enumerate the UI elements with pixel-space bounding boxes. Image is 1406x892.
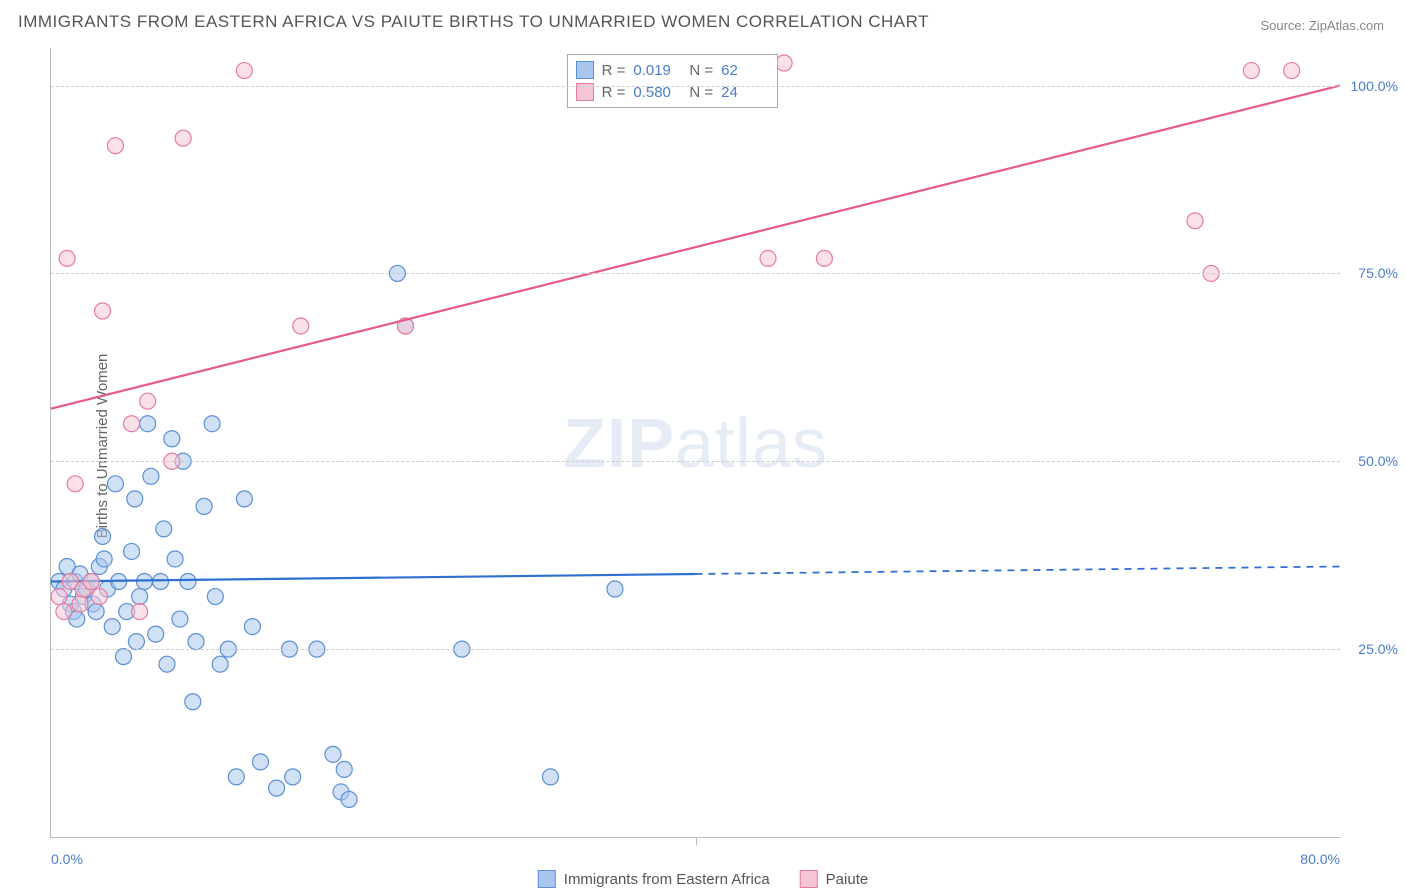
data-point	[140, 393, 156, 409]
data-point	[185, 694, 201, 710]
y-tick-label: 25.0%	[1358, 641, 1398, 657]
data-point	[293, 318, 309, 334]
data-point	[244, 619, 260, 635]
chart-container: IMMIGRANTS FROM EASTERN AFRICA VS PAIUTE…	[0, 0, 1406, 892]
trend-line-dashed	[696, 566, 1341, 574]
data-point	[212, 656, 228, 672]
data-point	[164, 431, 180, 447]
gridline	[51, 86, 1340, 87]
legend-stats-row: R =0.580N =24	[576, 81, 770, 103]
y-tick-label: 75.0%	[1358, 265, 1398, 281]
chart-title: IMMIGRANTS FROM EASTERN AFRICA VS PAIUTE…	[18, 12, 929, 32]
data-point	[816, 250, 832, 266]
plot-area: ZIPatlas R =0.019N =62R =0.580N =24 25.0…	[50, 48, 1340, 838]
data-point	[124, 543, 140, 559]
data-point	[607, 581, 623, 597]
data-point	[95, 303, 111, 319]
y-tick-label: 100.0%	[1351, 78, 1398, 94]
x-tick	[696, 837, 697, 845]
data-point	[128, 634, 144, 650]
gridline	[51, 273, 1340, 274]
data-point	[1187, 213, 1203, 229]
data-point	[140, 416, 156, 432]
data-point	[760, 250, 776, 266]
data-point	[156, 521, 172, 537]
data-point	[188, 634, 204, 650]
y-tick-label: 50.0%	[1358, 453, 1398, 469]
data-point	[56, 604, 72, 620]
data-point	[124, 416, 140, 432]
stat-N-label: N =	[689, 62, 713, 79]
x-tick-label: 0.0%	[51, 851, 83, 867]
data-point	[180, 574, 196, 590]
data-point	[172, 611, 188, 627]
data-point	[228, 769, 244, 785]
data-point	[236, 63, 252, 79]
data-point	[1243, 63, 1259, 79]
data-point	[341, 791, 357, 807]
data-point	[91, 589, 107, 605]
data-point	[59, 250, 75, 266]
data-point	[252, 754, 268, 770]
data-point	[67, 476, 83, 492]
data-point	[104, 619, 120, 635]
stat-N-value: 62	[721, 62, 769, 79]
data-point	[72, 596, 88, 612]
data-point	[95, 528, 111, 544]
data-point	[107, 476, 123, 492]
data-point	[196, 498, 212, 514]
data-point	[51, 589, 67, 605]
x-tick-label: 80.0%	[1300, 851, 1340, 867]
data-point	[148, 626, 164, 642]
legend-swatch	[538, 870, 556, 888]
data-point	[132, 589, 148, 605]
stat-R-value: 0.019	[633, 62, 681, 79]
data-point	[88, 604, 104, 620]
data-point	[143, 468, 159, 484]
data-point	[153, 574, 169, 590]
data-point	[1284, 63, 1300, 79]
data-point	[325, 746, 341, 762]
data-point	[542, 769, 558, 785]
gridline	[51, 649, 1340, 650]
data-point	[167, 551, 183, 567]
bottom-legend-label: Immigrants from Eastern Africa	[564, 871, 770, 888]
data-point	[204, 416, 220, 432]
source-label: Source: ZipAtlas.com	[1260, 18, 1384, 33]
gridline	[51, 461, 1340, 462]
data-point	[336, 761, 352, 777]
legend-stats-box: R = 0.019 N = 62 R =0.580N =24	[567, 54, 779, 108]
legend-swatch	[576, 61, 594, 79]
legend-swatch	[800, 870, 818, 888]
bottom-legend-label: Paiute	[826, 871, 869, 888]
data-point	[236, 491, 252, 507]
data-point	[207, 589, 223, 605]
data-point	[107, 138, 123, 154]
data-point	[159, 656, 175, 672]
bottom-legend-item: Paiute	[800, 870, 869, 888]
data-point	[269, 780, 285, 796]
legend-stats-row: R = 0.019 N = 62	[576, 59, 770, 81]
data-point	[132, 604, 148, 620]
data-point	[127, 491, 143, 507]
data-point	[175, 130, 191, 146]
chart-svg	[51, 48, 1340, 837]
data-point	[776, 55, 792, 71]
bottom-legend-item: Immigrants from Eastern Africa	[538, 870, 770, 888]
data-point	[285, 769, 301, 785]
data-point	[83, 574, 99, 590]
data-point	[116, 649, 132, 665]
stat-R-label: R =	[602, 62, 626, 79]
data-point	[96, 551, 112, 567]
trend-line	[51, 86, 1340, 409]
bottom-legend: Immigrants from Eastern Africa Paiute	[538, 870, 868, 888]
